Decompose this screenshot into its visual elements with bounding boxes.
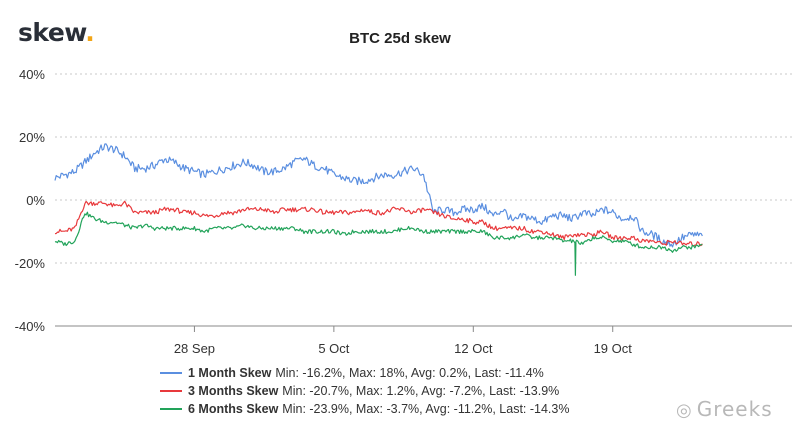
legend-stats-3-months: Min: -20.7%, Max: 1.2%, Avg: -7.2%, Last… — [282, 384, 560, 398]
legend-swatch-1-month — [160, 372, 182, 374]
x-tick-label: 19 Oct — [594, 341, 633, 356]
chart-title: BTC 25d skew — [349, 30, 451, 47]
series-line-3-months — [54, 200, 703, 247]
y-tick-label: 20% — [19, 130, 45, 145]
brand-logo: skew. — [18, 18, 95, 47]
wechat-icon: ◎ — [676, 400, 693, 421]
legend-swatch-6-months — [160, 408, 182, 410]
legend-item-3-months[interactable]: 3 Months Skew Min: -20.7%, Max: 1.2%, Av… — [160, 382, 569, 400]
tick-layer: 40% 20% 0% -20% -40% 28 Sep 5 Oct 12 Oct 19 Oct — [15, 67, 633, 356]
chart-area: 40% 20% 0% -20% -40% 28 Sep 5 Oct 12 Oct 19 Oct — [15, 67, 792, 356]
y-tick-label: -40% — [15, 319, 46, 334]
y-tick-label: -20% — [15, 256, 46, 271]
series-layer — [54, 143, 703, 276]
x-tick-label: 28 Sep — [174, 341, 215, 356]
legend-label-3-months: 3 Months Skew — [188, 384, 279, 398]
watermark-text: Greeks — [696, 397, 773, 421]
legend-swatch-3-months — [160, 390, 182, 392]
legend-item-1-month[interactable]: 1 Month Skew Min: -16.2%, Max: 18%, Avg:… — [160, 364, 569, 382]
grid-layer — [55, 73, 792, 327]
legend-label-6-months: 6 Months Skew — [188, 402, 279, 416]
y-tick-label: 40% — [19, 67, 45, 82]
legend: 1 Month Skew Min: -16.2%, Max: 18%, Avg:… — [160, 364, 569, 418]
x-tick-label: 12 Oct — [454, 341, 493, 356]
legend-label-1-month: 1 Month Skew — [188, 366, 272, 380]
brand-name: skew — [18, 18, 86, 47]
legend-stats-6-months: Min: -23.9%, Max: -3.7%, Avg: -11.2%, La… — [282, 402, 570, 416]
series-line-6-months — [54, 211, 703, 276]
legend-stats-1-month: Min: -16.2%, Max: 18%, Avg: 0.2%, Last: … — [275, 366, 544, 380]
y-tick-label: 0% — [26, 193, 45, 208]
x-tick-label: 5 Oct — [318, 341, 349, 356]
legend-item-6-months[interactable]: 6 Months Skew Min: -23.9%, Max: -3.7%, A… — [160, 400, 569, 418]
series-line-1-month — [54, 143, 703, 248]
watermark: ◎ Greeks — [676, 397, 773, 421]
brand-dot: . — [85, 18, 95, 47]
